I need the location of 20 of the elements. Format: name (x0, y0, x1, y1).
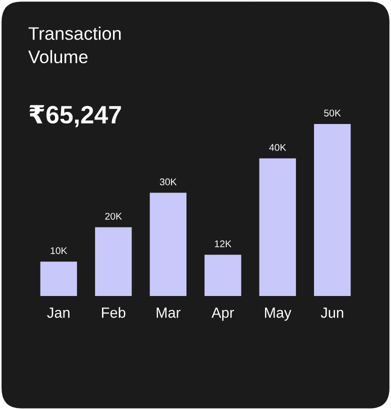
data-label: 50K (324, 110, 341, 116)
data-label: 10K (50, 247, 68, 254)
data-label: 40K (269, 144, 286, 151)
bar (204, 254, 242, 296)
bar (95, 227, 132, 296)
chart-title: Transaction Volume (28, 26, 121, 64)
data-label: 30K (160, 178, 177, 186)
chart-subtitle: ₹65,247 (29, 105, 121, 128)
x-tick-label: Apr (212, 308, 234, 321)
x-tick-label: Mar (156, 308, 180, 318)
bar (150, 192, 186, 296)
x-tick-label: Jan (47, 308, 70, 318)
bar (259, 158, 296, 296)
data-label: 20K (105, 212, 122, 220)
bar (314, 124, 351, 296)
bar (40, 262, 77, 296)
x-tick-label: May (265, 308, 292, 321)
x-tick-label: Jun (320, 308, 344, 318)
x-tick-label: Feb (102, 307, 126, 318)
data-label: 12K (214, 240, 232, 248)
